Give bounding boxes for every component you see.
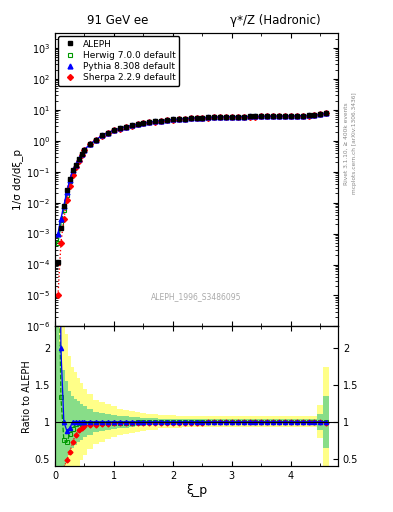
ALEPH (118, 125, 122, 131)
Text: ALEPH_1996_S3486095: ALEPH_1996_S3486095 (151, 292, 242, 302)
X-axis label: ξ_p: ξ_p (186, 483, 207, 497)
Line: ALEPH: ALEPH (55, 111, 329, 265)
Pythia 8.308 default (56, 230, 61, 237)
Sherpa 2.2.9 default (324, 110, 329, 116)
Sherpa 2.2.9 default (224, 114, 228, 120)
ALEPH (56, 259, 61, 265)
Sherpa 2.2.9 default (123, 124, 128, 130)
Herwig 7.0.0 default (118, 125, 122, 132)
Pythia 8.308 default (318, 111, 323, 117)
Pythia 8.308 default (94, 137, 99, 143)
ALEPH (318, 111, 323, 117)
Herwig 7.0.0 default (56, 240, 61, 246)
Herwig 7.0.0 default (318, 111, 323, 117)
Text: γ*/Z (Hadronic): γ*/Z (Hadronic) (230, 14, 321, 27)
ALEPH (241, 114, 246, 120)
Legend: ALEPH, Herwig 7.0.0 default, Pythia 8.308 default, Sherpa 2.2.9 default: ALEPH, Herwig 7.0.0 default, Pythia 8.30… (58, 36, 179, 86)
Line: Sherpa 2.2.9 default: Sherpa 2.2.9 default (56, 111, 328, 297)
Herwig 7.0.0 default (94, 137, 99, 143)
Sherpa 2.2.9 default (94, 137, 99, 143)
Pythia 8.308 default (324, 110, 329, 116)
ALEPH (94, 137, 99, 143)
Y-axis label: Ratio to ALEPH: Ratio to ALEPH (22, 360, 32, 433)
Y-axis label: 1/σ dσ/dξ_p: 1/σ dσ/dξ_p (12, 150, 23, 210)
Text: mcplots.cern.ch [arXiv:1306.3436]: mcplots.cern.ch [arXiv:1306.3436] (352, 93, 357, 194)
Herwig 7.0.0 default (224, 114, 228, 120)
Text: Rivet 3.1.10, ≥ 400k events: Rivet 3.1.10, ≥ 400k events (344, 102, 349, 185)
Pythia 8.308 default (224, 114, 228, 120)
Herwig 7.0.0 default (123, 124, 128, 130)
Sherpa 2.2.9 default (318, 111, 323, 117)
Herwig 7.0.0 default (324, 110, 329, 116)
ALEPH (123, 124, 128, 130)
Text: 91 GeV ee: 91 GeV ee (86, 14, 148, 27)
Pythia 8.308 default (118, 125, 122, 131)
Herwig 7.0.0 default (241, 114, 246, 120)
Pythia 8.308 default (123, 124, 128, 130)
Sherpa 2.2.9 default (241, 114, 246, 120)
ALEPH (324, 110, 329, 116)
Sherpa 2.2.9 default (118, 125, 122, 132)
Sherpa 2.2.9 default (56, 292, 61, 298)
Pythia 8.308 default (241, 114, 246, 120)
Line: Herwig 7.0.0 default: Herwig 7.0.0 default (55, 111, 329, 245)
Line: Pythia 8.308 default: Pythia 8.308 default (55, 111, 329, 236)
ALEPH (224, 114, 228, 120)
